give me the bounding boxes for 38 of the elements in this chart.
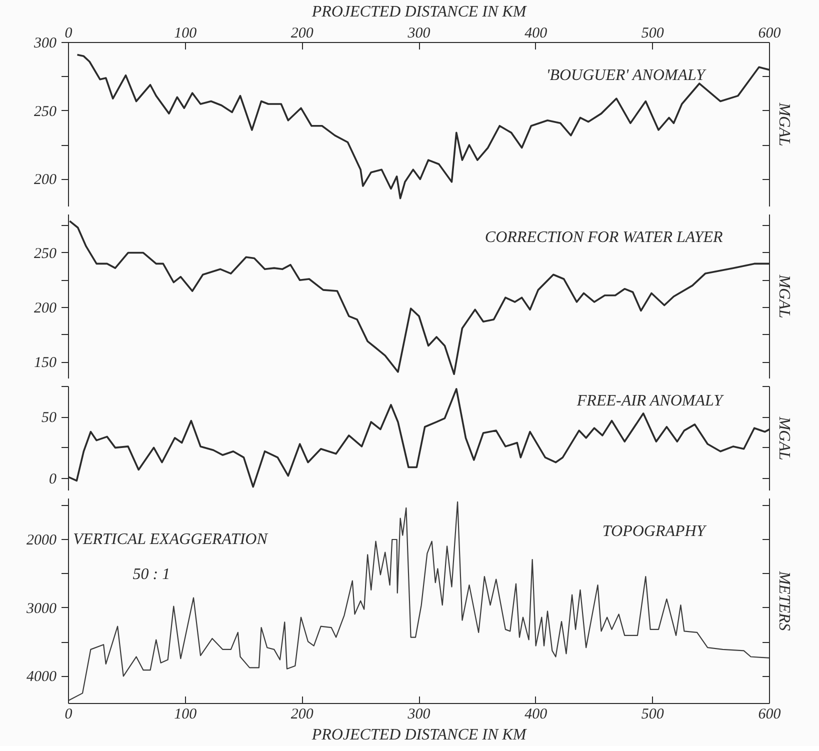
x-axis-title: PROJECTED DISTANCE IN KM — [310, 726, 528, 744]
x-tick-label: 400 — [524, 706, 548, 722]
text: 'BOUGUER' ANOMALY — [546, 66, 708, 84]
chart-title: FREE-AIR ANOMALY — [576, 392, 725, 410]
x2-tick-label: 600 — [758, 26, 782, 42]
x2-axis-title: PROJECTED DISTANCE IN KM — [310, 4, 528, 20]
x-tick-label: 600 — [758, 706, 782, 722]
x2-tick-label: 200 — [290, 26, 314, 42]
y-tick-label: 3000 — [26, 600, 57, 617]
line-series — [68, 501, 770, 702]
annotation: 50 : 1 — [132, 566, 170, 583]
y-axis-title: METERS — [776, 570, 792, 631]
y-tick-label: 250 — [34, 246, 57, 262]
x-tick-label: 500 — [641, 706, 664, 722]
y-tick-label: 250 — [34, 104, 57, 120]
x2-tick-label: 0 — [64, 26, 73, 42]
y-tick-label: 200 — [34, 300, 57, 316]
x2-tick-label: 400 — [524, 26, 548, 42]
x-tick-label: 200 — [290, 706, 314, 722]
x-tick-label: 300 — [406, 706, 431, 722]
x2-tick-label: 500 — [641, 26, 664, 42]
y-tick-label: 150 — [34, 355, 57, 372]
y-tick-label: 50 — [42, 410, 57, 426]
annotation: VERTICAL EXAGGERATION — [73, 531, 269, 548]
y-axis-title: MGAL — [776, 274, 792, 318]
text: TOPOGRAPHY — [602, 522, 708, 540]
text: CORRECTION FOR WATER LAYER — [484, 228, 723, 246]
y-tick-label: 200 — [34, 172, 57, 188]
x-tick-label: 100 — [174, 706, 198, 722]
y-axis-title: MGAL — [776, 102, 792, 146]
y-axis-title: MGAL — [776, 416, 792, 460]
x2-tick-label: 100 — [174, 26, 198, 42]
y-tick-label: 0 — [49, 471, 57, 488]
x-tick-label: 0 — [64, 706, 73, 722]
y-tick-label: 2000 — [26, 532, 57, 548]
x2-tick-label: 300 — [406, 26, 431, 42]
y-tick-label: 4000 — [26, 669, 57, 686]
y-tick-label: 300 — [33, 36, 57, 52]
